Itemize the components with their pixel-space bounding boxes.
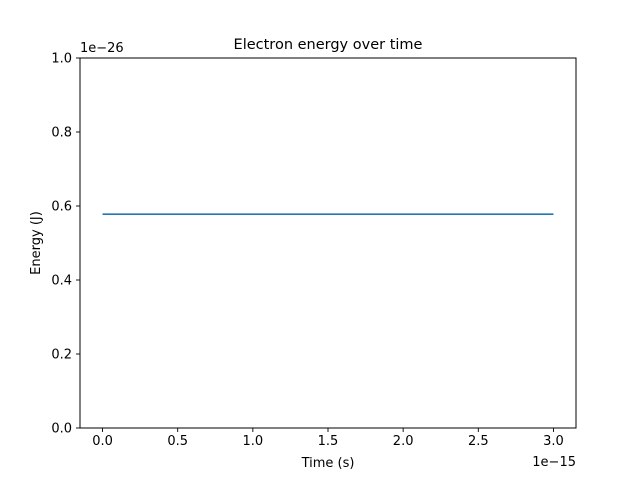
y-axis-label: Energy (J) [29,211,44,275]
plot-frame [79,57,577,429]
y-tick-label: 0.2 [51,348,72,363]
x-axis-label: Time (s) [301,456,355,471]
x-tick-label: 3.0 [543,434,564,449]
x-axis-ticks: 0.0 0.5 1.0 1.5 2.0 2.5 3.0 [92,428,564,449]
y-tick-label: 0.8 [51,126,72,141]
y-tick-label: 0.0 [51,422,72,437]
y-tick-label: 1.0 [51,52,72,67]
x-tick-label: 2.0 [393,434,414,449]
x-axis-offset-label: 1e−15 [532,455,576,470]
y-axis-ticks: 0.0 0.2 0.4 0.6 0.8 1.0 [51,52,80,437]
x-tick-label: 0.5 [167,434,188,449]
y-tick-label: 0.6 [51,200,72,215]
x-tick-label: 0.0 [92,434,113,449]
chart-title: Electron energy over time [234,37,423,53]
y-axis-offset-label: 1e−26 [80,41,124,56]
x-tick-label: 1.0 [243,434,264,449]
y-tick-label: 0.4 [51,274,72,289]
x-tick-label: 2.5 [468,434,489,449]
x-tick-label: 1.5 [318,434,339,449]
